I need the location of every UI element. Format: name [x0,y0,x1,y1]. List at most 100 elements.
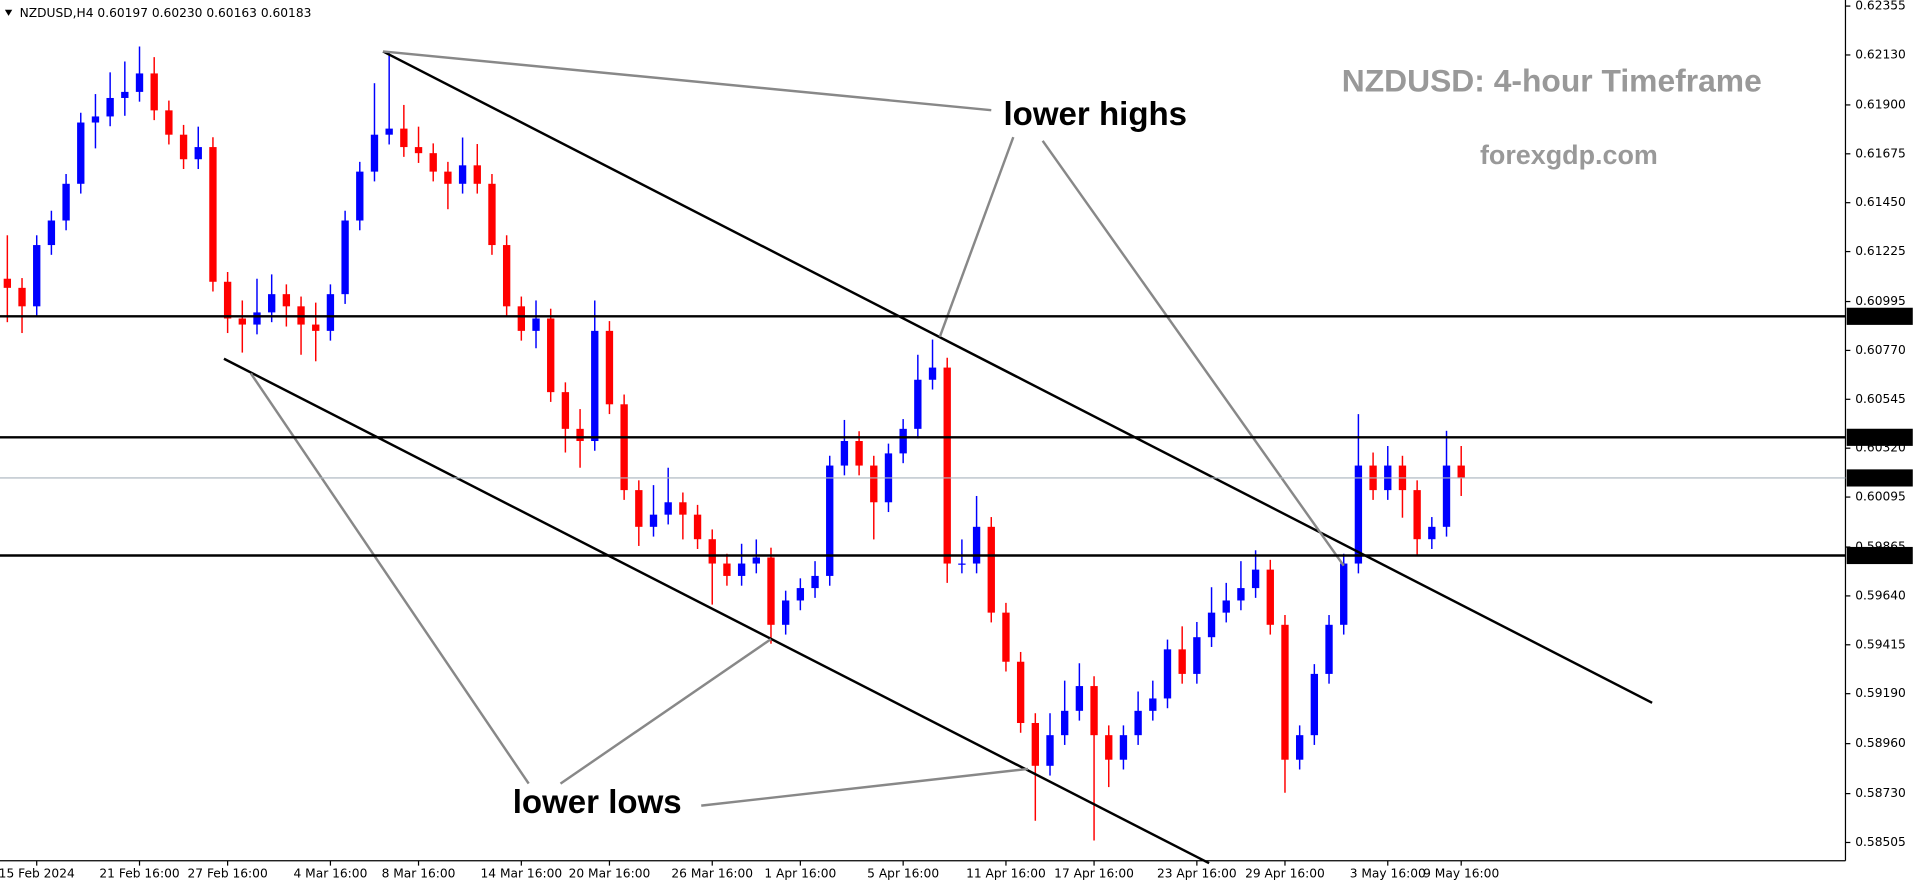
candle-body [1090,686,1098,736]
chart-subtitle: forexgdp.com [1480,140,1658,170]
x-tick-label: 26 Mar 16:00 [671,867,753,881]
candle-body [1310,673,1319,736]
channel-upper [382,50,1653,704]
candle-body [591,330,599,442]
candle-body [385,128,393,135]
y-tick-label: 0.60770 [1855,343,1906,357]
candle-body [1178,649,1186,674]
candle-body [547,318,555,393]
candle-body [693,514,702,540]
candle-body [1075,686,1084,711]
pointer-line [938,136,1015,338]
candle-body [1119,735,1128,760]
candle-body [1163,649,1172,699]
candle-body [1105,735,1113,760]
x-tick-label: 15 Feb 2024 [0,867,75,881]
candle-body [91,116,100,123]
x-tick-label: 29 Apr 16:00 [1245,867,1325,881]
candle-body [708,539,716,564]
candle-body [767,557,775,625]
candle-body [370,134,379,172]
candle-body [268,294,276,313]
candle-body [649,514,658,527]
candle-body [1442,465,1451,527]
pointer-line [1041,140,1345,567]
level-label-box [1846,307,1913,325]
level-label: 0.60370 [1855,430,1906,444]
annotation: lower lows [513,784,682,821]
candle-body [1266,569,1274,625]
candle-body [972,526,981,564]
y-tick-label: 0.58730 [1855,786,1906,800]
candle-body [826,465,834,576]
candle-body [106,97,114,117]
x-tick-label: 27 Feb 16:00 [188,867,268,881]
candle-body [928,367,937,380]
candle-body [356,171,364,221]
candle-body [33,245,41,307]
y-tick-label: 0.62355 [1855,0,1906,13]
candle-body [1016,661,1025,724]
candle-body [561,392,570,429]
candle-body [473,165,481,184]
y-tick-label: 0.58505 [1855,835,1906,849]
candle-body [796,588,805,601]
candle-body [1340,563,1348,625]
pointer-line [249,372,530,785]
x-tick-label: 14 Mar 16:00 [480,867,562,881]
y-tick-label: 0.60995 [1855,294,1906,308]
candle-body [223,281,232,319]
candle-body [414,147,423,154]
y-tick-label: 0.62130 [1855,47,1906,61]
candle-body [253,312,261,325]
y-tick-label: 0.61900 [1855,97,1906,111]
candle-body [62,183,70,221]
level-label: 0.60927 [1855,309,1906,323]
pointer-line [701,767,1029,807]
y-tick-label: 0.59640 [1855,588,1906,602]
y-tick-label: 0.60095 [1855,490,1906,504]
candle-body [209,147,217,282]
candle-body [781,600,790,625]
candle-body [238,318,246,325]
header-icon [4,9,13,16]
candle-body [121,91,129,98]
y-tick-label: 0.61225 [1855,244,1906,258]
candle-body [1031,723,1039,766]
candle-body [444,171,452,184]
candle-body [18,287,26,307]
y-tick-label: 0.60545 [1855,392,1906,406]
candle-body [429,153,437,172]
candle-body [282,294,291,307]
candle-body [1251,569,1260,589]
candle-body [576,428,584,442]
chart-title: NZDUSD: 4-hour Timeframe [1342,63,1762,99]
candle-body [1134,710,1142,736]
candle-body [502,245,511,307]
candle-body [943,367,951,564]
candle-body [1457,465,1465,478]
candle-body [1046,735,1054,766]
x-tick-label: 1 Apr 16:00 [764,867,836,881]
x-tick-label: 8 Mar 16:00 [382,867,456,881]
y-tick-label: 0.61450 [1855,195,1906,209]
candle-body [840,441,849,466]
level-label-box [1846,428,1913,446]
candle-body [811,575,819,589]
plot [3,46,1465,841]
y-tick-label: 0.61675 [1855,146,1906,160]
y-tick-label: 0.59415 [1855,637,1906,651]
level-label: 0.59826 [1855,548,1906,562]
pointer-line [382,50,992,112]
x-tick-label: 9 May 16:00 [1423,867,1499,881]
current-price-label: 0.60183 [1855,470,1906,484]
candle-body [3,278,12,288]
candle-body [1295,735,1304,760]
candle-body [135,73,144,92]
candle-body [1149,698,1157,711]
candle-body [1237,588,1245,601]
candle-body [635,490,643,527]
trend-lines [223,50,1653,865]
